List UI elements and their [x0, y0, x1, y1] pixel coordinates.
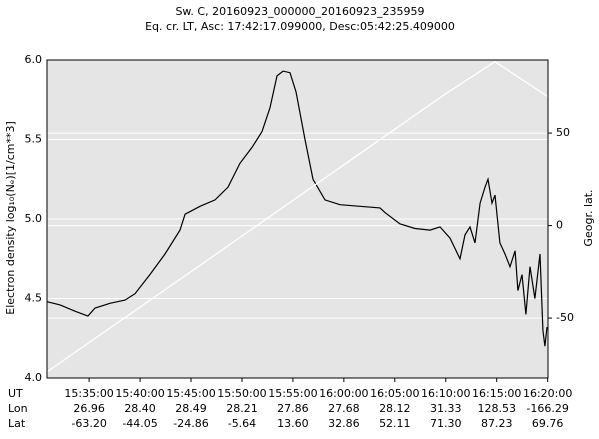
lon-label: 27.86 — [277, 402, 309, 415]
y2-tick-label: 50 — [556, 126, 570, 139]
lon-label: 28.21 — [226, 402, 258, 415]
lat-label: -63.20 — [71, 417, 106, 430]
lon-label: 27.68 — [328, 402, 360, 415]
lon-label: 26.96 — [73, 402, 105, 415]
lat-label: 13.60 — [277, 417, 309, 430]
y2-tick-label: -50 — [556, 311, 574, 324]
x-tick-label: 15:45:00 — [166, 387, 215, 400]
row-label: Lon — [8, 402, 28, 415]
data-line — [46, 60, 549, 373]
y-tick-label: 6.0 — [25, 53, 43, 66]
y-tick-label: 5.5 — [25, 133, 43, 146]
lat-label: -44.05 — [122, 417, 157, 430]
x-tick-label: 15:55:00 — [268, 387, 317, 400]
data-line — [46, 70, 548, 347]
y-tick-label: 5.0 — [25, 212, 43, 225]
y-tick-label: 4.0 — [25, 371, 43, 384]
x-tick-label: 16:00:00 — [319, 387, 368, 400]
lat-label: 71.30 — [430, 417, 462, 430]
x-tick-label: 16:15:00 — [472, 387, 521, 400]
lon-label: -166.29 — [526, 402, 568, 415]
y-axis-label: Electron density log₁₀(Nₑ)[1/cm**3] — [4, 121, 17, 314]
lat-label: 87.23 — [481, 417, 513, 430]
lon-label: 28.49 — [175, 402, 207, 415]
row-label: UT — [8, 387, 23, 400]
x-tick-label: 16:20:00 — [523, 387, 572, 400]
lat-label: 32.86 — [328, 417, 360, 430]
lat-label: 52.11 — [379, 417, 411, 430]
plot-frame — [46, 59, 549, 379]
lat-label: 69.76 — [532, 417, 564, 430]
lon-label: 28.12 — [379, 402, 411, 415]
y2-axis-label: Geogr. lat. — [582, 189, 595, 246]
x-tick-label: 16:05:00 — [370, 387, 419, 400]
row-label: Lat — [8, 417, 26, 430]
lat-label: -24.86 — [173, 417, 208, 430]
chart-title: Sw. C, 20160923_000000_20160923_235959 — [175, 5, 424, 18]
x-tick-label: 15:35:00 — [64, 387, 113, 400]
chart-subtitle: Eq. cr. LT, Asc: 17:42:17.099000, Desc:0… — [145, 20, 455, 33]
lon-label: 128.53 — [477, 402, 516, 415]
x-tick-label: 16:10:00 — [421, 387, 470, 400]
y-tick-label: 4.5 — [25, 292, 43, 305]
x-tick-label: 15:40:00 — [115, 387, 164, 400]
lon-label: 31.33 — [430, 402, 462, 415]
y2-tick-label: 0 — [556, 219, 563, 232]
x-tick-label: 15:50:00 — [217, 387, 266, 400]
lat-label: -5.64 — [228, 417, 256, 430]
lon-label: 28.40 — [124, 402, 156, 415]
